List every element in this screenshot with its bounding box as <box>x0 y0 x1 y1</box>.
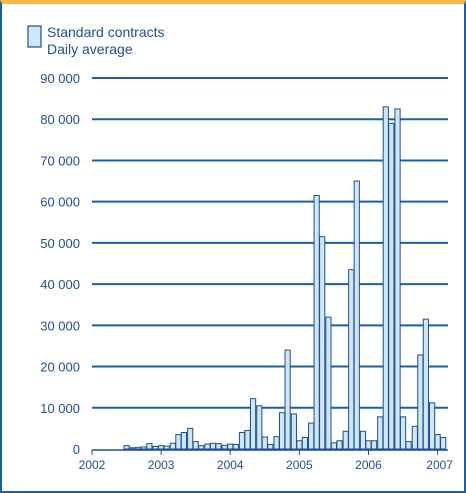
y-tick-label: 0 <box>73 442 80 457</box>
x-tick-label: 2006 <box>355 458 382 472</box>
bar <box>330 442 338 450</box>
y-tick-label: 70 000 <box>40 153 80 168</box>
bar <box>342 430 349 450</box>
bar <box>128 447 136 450</box>
bar <box>284 349 291 450</box>
bar <box>192 441 199 450</box>
bar <box>146 443 153 450</box>
bar <box>227 443 234 450</box>
bar <box>440 436 447 450</box>
bar <box>187 427 194 450</box>
x-tick-label: 2005 <box>286 458 313 472</box>
bar <box>135 446 142 450</box>
bar <box>422 318 429 450</box>
bar <box>429 402 436 450</box>
bar <box>244 429 251 450</box>
bar <box>169 442 176 450</box>
bar <box>261 436 268 450</box>
bar <box>204 443 211 450</box>
bar <box>209 442 217 450</box>
bar <box>348 269 355 450</box>
bar <box>198 445 205 450</box>
legend: Standard contracts Daily average <box>27 24 165 57</box>
bar <box>382 106 389 450</box>
bar <box>221 444 228 450</box>
y-tick-label: 20 000 <box>40 360 80 375</box>
bar <box>180 432 188 450</box>
bar <box>175 434 182 450</box>
y-tick-label: 90 000 <box>40 71 80 86</box>
x-axis: 2002 2003 2004 2005 2006 2007 <box>79 449 453 472</box>
y-tick-label: 30 000 <box>40 318 80 333</box>
y-tick-label: 40 000 <box>40 277 80 292</box>
bar-chart: 0 10 000 20 000 30 000 40 000 50 000 60 000 70 … <box>27 24 453 472</box>
bar <box>249 398 257 450</box>
bar <box>215 443 222 450</box>
y-tick-label: 60 000 <box>40 195 80 210</box>
gridlines <box>92 77 448 409</box>
bar <box>319 236 326 450</box>
bar <box>158 445 165 450</box>
bar <box>232 443 239 450</box>
x-tick-label: 2007 <box>426 458 453 472</box>
legend-entry: Standard contracts <box>47 24 165 40</box>
bar <box>353 180 360 450</box>
y-axis-labels: 0 10 000 20 000 30 000 40 000 50 000 60 000 70 … <box>40 71 80 457</box>
bar <box>238 432 246 450</box>
y-tick-label: 10 000 <box>40 401 80 416</box>
bar <box>290 413 297 450</box>
bar <box>411 425 418 450</box>
bar <box>388 122 395 450</box>
x-tick-label: 2004 <box>217 458 244 472</box>
bar <box>417 354 424 450</box>
bar <box>336 440 343 450</box>
bar <box>325 316 332 450</box>
bar <box>377 416 384 450</box>
y-tick-label: 50 000 <box>40 236 80 251</box>
bar <box>365 440 372 450</box>
bar <box>140 446 147 450</box>
bar <box>163 445 170 450</box>
bar <box>405 441 412 450</box>
bar <box>278 412 286 450</box>
bar <box>267 443 274 450</box>
bar <box>273 436 280 450</box>
legend-swatch <box>27 25 42 48</box>
bar <box>123 445 130 450</box>
legend-entry: Daily average <box>47 41 133 57</box>
bar <box>394 108 401 450</box>
bar <box>370 440 378 450</box>
bars <box>123 106 447 450</box>
x-tick-label: 2002 <box>79 458 106 472</box>
bar <box>296 440 303 450</box>
bar <box>152 446 159 450</box>
bar <box>301 436 309 450</box>
bar <box>434 434 441 450</box>
x-tick-label: 2003 <box>148 458 175 472</box>
bar <box>308 422 315 450</box>
bar <box>359 430 367 450</box>
bar <box>256 405 263 450</box>
y-tick-label: 80 000 <box>40 112 80 127</box>
bar <box>399 416 407 450</box>
bar <box>313 194 320 450</box>
